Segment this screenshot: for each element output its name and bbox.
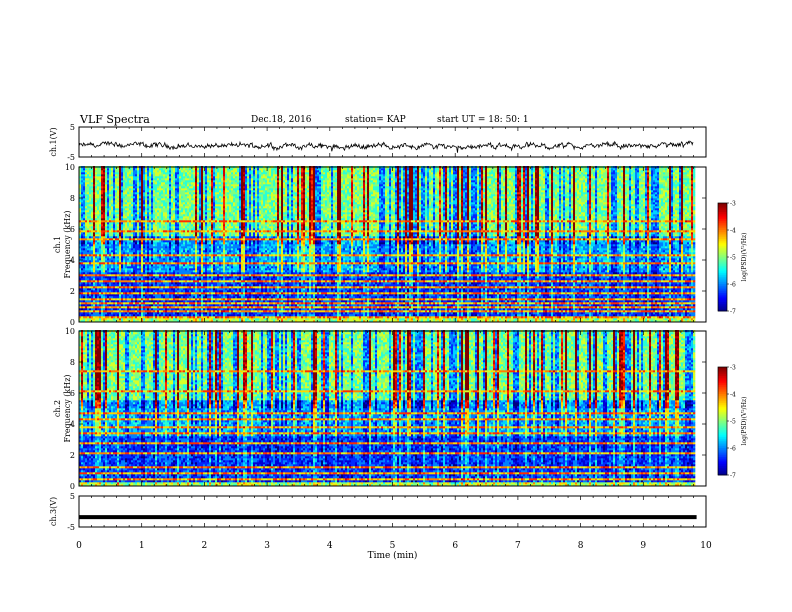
ch1-y-axis-label: ch.1Frequency (kHz): [53, 210, 72, 278]
colorbar-tick-label: -4: [730, 228, 736, 235]
x-tick-label: 8: [578, 541, 584, 551]
ch1-waveform-line: [79, 141, 693, 153]
ch2-colorbar: -3 -4 -5 -6 -7 log(PSD)(V²/Hz): [718, 365, 748, 480]
ch2-spectrogram: [79, 330, 695, 486]
x-tick-label: 6: [452, 541, 458, 551]
colorbar-tick-label: -3: [730, 201, 736, 208]
vlf-spectra-figure: 5-5ch.1(V)0246810ch.1Frequency (kHz)-3-4…: [0, 0, 792, 612]
colorbar-tick-label: -5: [730, 255, 736, 262]
colorbar-label: log(PSD)(V²/Hz): [741, 233, 748, 282]
x-tick-label: 0: [76, 541, 82, 551]
ch2-y-axis-label: ch.2Frequency (kHz): [53, 374, 72, 442]
x-axis-label: Time (min): [368, 550, 418, 561]
ch1-colorbar: -3 -4 -5 -6 -7 log(PSD)(V²/Hz): [718, 201, 748, 316]
ch3-y-axis-label: ch.3(V): [49, 497, 58, 526]
ch1-spectrogram: [79, 166, 695, 322]
ch1-y-axis-label: ch.1(V): [49, 127, 58, 156]
colorbar-tick-label: -7: [730, 473, 736, 480]
ch2-y-tick-label: 8: [70, 358, 75, 367]
colorbar-tick-label: -4: [730, 392, 736, 399]
colorbar-label: log(PSD)(V²/Hz): [741, 397, 748, 446]
ch1-y-tick-label: 8: [70, 194, 75, 203]
ch2-y-tick-label: 10: [65, 327, 75, 336]
x-tick-label: 7: [515, 541, 521, 551]
ch1-y-tick-label: 2: [70, 287, 75, 296]
colorbar-tick-label: -7: [730, 309, 736, 316]
ch1-y-tick-label: 5: [70, 123, 75, 132]
ch1-y-tick-label: -5: [67, 153, 75, 162]
colorbar-tick-label: -5: [730, 419, 736, 426]
ch2-y-tick-label: 2: [70, 451, 75, 460]
x-tick-label: 9: [640, 541, 646, 551]
x-tick-label: 4: [327, 541, 333, 551]
colorbar-tick-label: -3: [730, 365, 736, 372]
ch1-panel-frame: [79, 127, 706, 157]
x-tick-label: 5: [390, 541, 396, 551]
colorbar-tick-label: -6: [730, 446, 736, 453]
ch1-y-tick-label: 10: [65, 163, 75, 172]
x-tick-label: 3: [264, 541, 270, 551]
x-tick-label: 10: [700, 541, 712, 551]
ch2-y-tick-label: 0: [70, 482, 75, 491]
x-tick-label: 2: [202, 541, 208, 551]
ch3-y-tick-label: -5: [67, 523, 75, 532]
colorbar-tick-label: -6: [730, 282, 736, 289]
ch3-panel-frame: [79, 496, 706, 527]
x-tick-label: 1: [139, 541, 145, 551]
ch3-y-tick-label: 5: [70, 492, 75, 501]
ch1-y-tick-label: 0: [70, 318, 75, 327]
